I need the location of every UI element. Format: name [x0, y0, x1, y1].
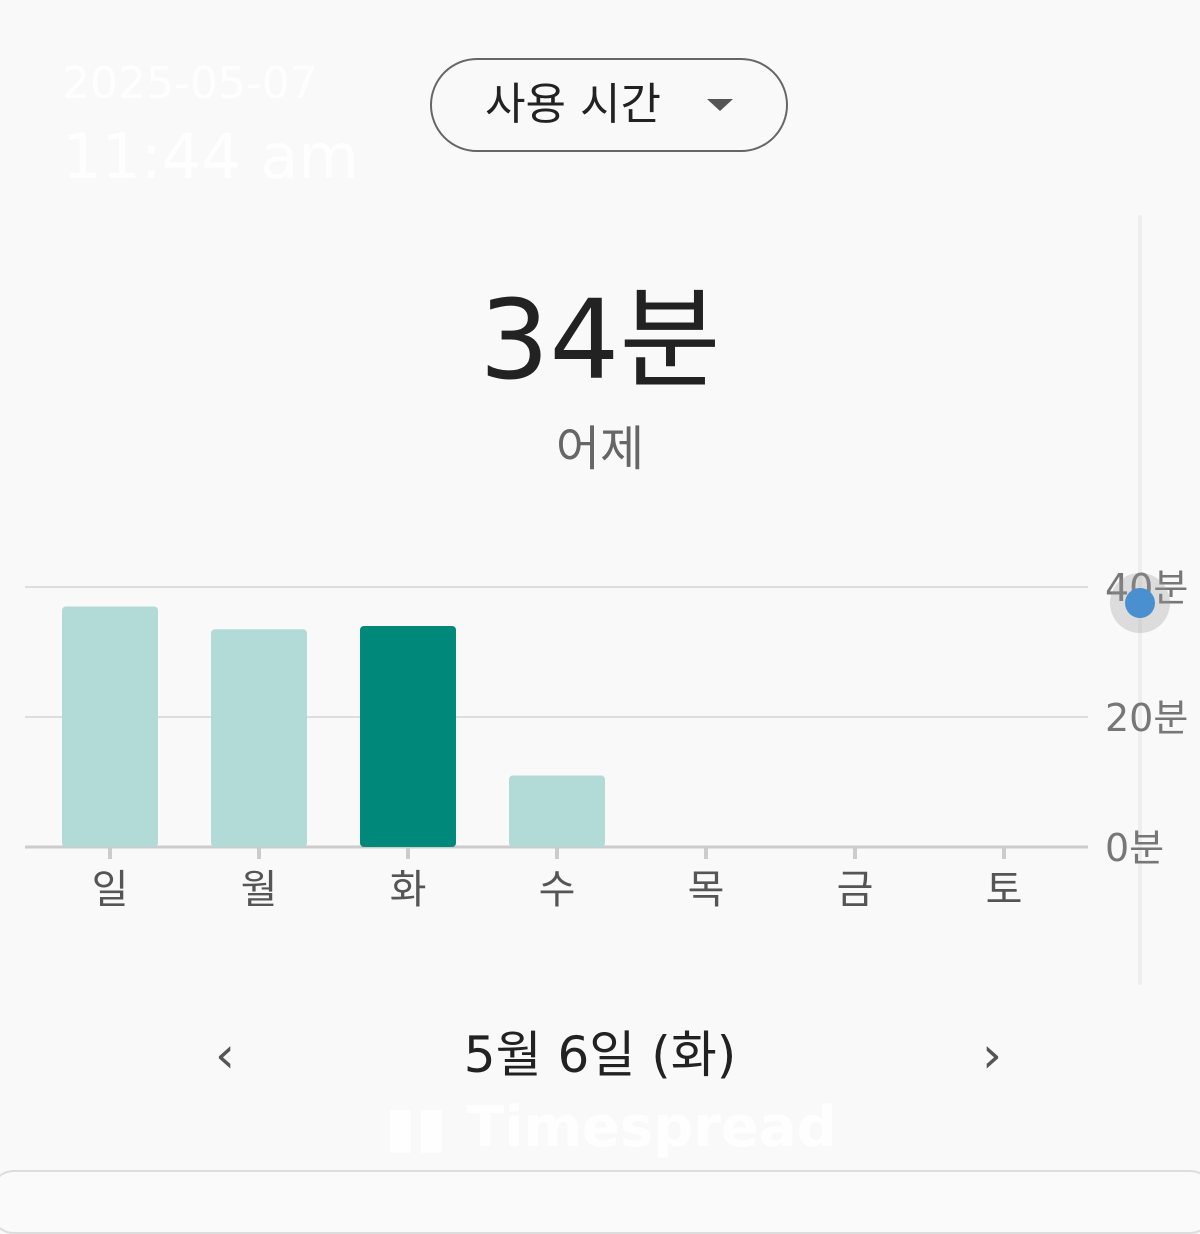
x-tick-label[interactable]: 금 — [837, 867, 874, 913]
x-tick-label[interactable]: 목 — [688, 867, 725, 913]
selected-date: 5월 6일 (화) — [463, 1026, 737, 1084]
metric-dropdown[interactable]: 사용 시간 — [430, 58, 788, 152]
next-day-button[interactable]: › — [982, 1026, 1002, 1084]
dropdown-label: 사용 시간 — [485, 79, 661, 130]
caret-down-icon — [706, 99, 733, 111]
timestamp-date: 2025-05-07 — [62, 58, 318, 109]
bar-일[interactable] — [62, 606, 158, 848]
bar-화[interactable] — [360, 626, 456, 847]
timestamp-time: 11:44 am — [62, 120, 359, 193]
bar-월[interactable] — [211, 629, 307, 847]
scroll-thumb[interactable] — [1125, 588, 1155, 618]
y-tick-label: 20분 — [1105, 696, 1188, 740]
x-tick-label[interactable]: 수 — [539, 867, 576, 913]
total-usage: 34분 — [479, 276, 721, 404]
x-tick-label[interactable]: 화 — [390, 867, 427, 913]
y-tick-label: 0분 — [1105, 826, 1164, 870]
period-label: 어제 — [555, 421, 645, 477]
bottom-card — [0, 1170, 1200, 1234]
x-tick-label[interactable]: 월 — [241, 867, 278, 913]
bar-수[interactable] — [509, 775, 605, 848]
watermark-logo: ▮▮ Timespread — [385, 1095, 837, 1160]
x-tick-label[interactable]: 일 — [92, 867, 129, 913]
prev-day-button[interactable]: ‹ — [215, 1026, 235, 1084]
x-tick-label[interactable]: 토 — [986, 867, 1023, 913]
